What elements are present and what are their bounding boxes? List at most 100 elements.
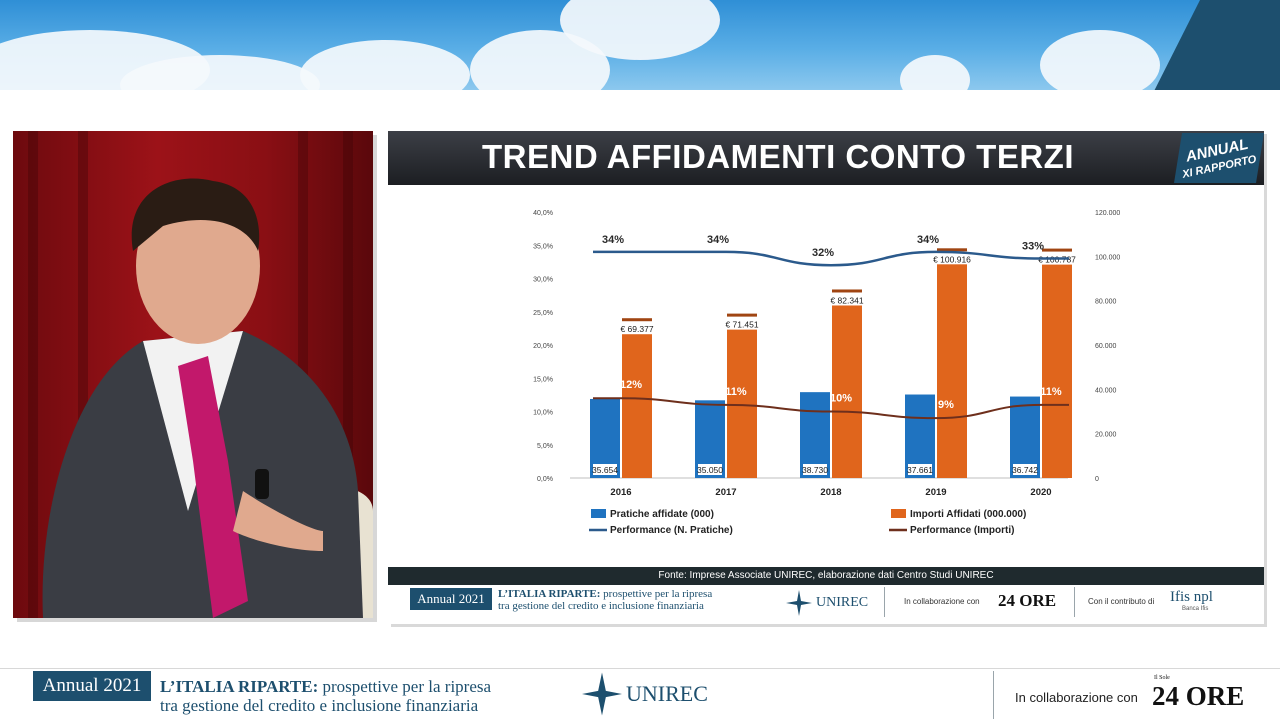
event-title-line2: tra gestione del credito e inclusione fi…: [160, 696, 479, 715]
left-axis-tick-label: 35,0%: [533, 243, 553, 250]
source-note: Fonte: Imprese Associate UNIREC, elabora…: [388, 567, 1264, 585]
slide-title: TREND AFFIDAMENTI CONTO TERZI: [482, 138, 1074, 175]
corner-decoration: [1142, 0, 1280, 115]
speaker-video: [13, 131, 373, 618]
slide-ifis-logo: Ifis npl Banca Ifis: [1170, 589, 1213, 612]
broadcast-footer: Annual 2021 L’ITALIA RIPARTE: prospettiv…: [0, 668, 1280, 720]
importi-bar-cap: [622, 318, 652, 322]
unirec-logo: UNIREC: [582, 671, 708, 717]
right-axis-tick-label: 80.000: [1095, 299, 1117, 306]
importi-label-bg: [720, 318, 764, 330]
category-label: 2017: [715, 487, 736, 498]
category-label: 2016: [610, 487, 631, 498]
left-axis-tick-label: 15,0%: [533, 376, 553, 383]
annual-badge: ANNUAL XI RAPPORTO: [1174, 133, 1264, 183]
importi-bar-cap: [1042, 248, 1072, 252]
importi-bar: [1042, 254, 1072, 478]
importi-bar-cap: [727, 313, 757, 317]
importi-value-label: € 82.341: [830, 295, 863, 305]
compass-star-icon: [582, 672, 622, 716]
importi-label-bg: [930, 253, 974, 265]
slide-event-title: L’ITALIA RIPARTE: prospettive per la rip…: [498, 588, 712, 612]
left-axis-tick-label: 25,0%: [533, 310, 553, 317]
performance-pratiche-label: 34%: [602, 234, 624, 246]
event-title-rest: prospettive per la ripresa: [318, 677, 492, 696]
pratiche-value-label: 35.050: [697, 465, 723, 475]
slide-unirec-logo: UNIREC: [786, 589, 868, 617]
left-axis-tick-label: 20,0%: [533, 343, 553, 350]
importi-label-bg: [615, 323, 659, 335]
performance-importi-line: [593, 397, 1069, 420]
collab-text: In collaborazione con: [1015, 690, 1138, 705]
slide-contrib-text: Con il contributo di: [1088, 597, 1155, 606]
event-title: L’ITALIA RIPARTE: prospettive per la rip…: [160, 677, 491, 715]
performance-importi-label: 11%: [1040, 386, 1062, 398]
slide-ifis-text: Ifis npl: [1170, 589, 1213, 605]
right-axis-tick-label: 100.000: [1095, 254, 1120, 261]
sole-24-ore-logo: Il Sole 24 ORE: [1152, 675, 1245, 712]
unirec-text: UNIREC: [626, 681, 708, 706]
compass-star-icon: [786, 590, 812, 616]
legend-label: Importi Affidati (000.000): [910, 509, 1026, 520]
legend-swatch: [891, 509, 906, 518]
performance-importi-label: 11%: [725, 386, 747, 398]
category-label: 2018: [820, 487, 841, 498]
importi-bar: [622, 324, 652, 478]
importi-bar-cap: [937, 248, 967, 252]
pratiche-value-label: 38.730: [802, 465, 828, 475]
legend-swatch: [591, 509, 606, 518]
slide-footer: Annual 2021 L’ITALIA RIPARTE: prospettiv…: [388, 585, 1264, 621]
left-axis-tick-label: 5,0%: [537, 443, 553, 450]
slide-collab-text: In collaborazione con: [904, 597, 980, 606]
performance-pratiche-label: 32%: [812, 247, 834, 259]
slide-sole-logo: 24 ORE: [998, 591, 1057, 610]
legend-label: Performance (N. Pratiche): [610, 525, 733, 536]
slide-event-title-bold: L’ITALIA RIPARTE:: [498, 588, 601, 600]
right-axis-tick-label: 0: [1095, 476, 1099, 483]
performance-pratiche-line: [593, 250, 1069, 267]
right-axis-tick-label: 60.000: [1095, 343, 1117, 350]
category-label: 2020: [1030, 487, 1051, 498]
importi-value-label: € 69.377: [620, 324, 653, 334]
sky-banner: [0, 0, 1280, 90]
slide-unirec-text: UNIREC: [816, 595, 869, 610]
slide-annual-badge: Annual 2021: [410, 588, 492, 610]
pratiche-value-label: 37.661: [907, 465, 933, 475]
sole-text: 24 ORE: [1152, 681, 1245, 711]
pratiche-value-label: 36.742: [1012, 465, 1038, 475]
performance-pratiche-label: 34%: [707, 234, 729, 246]
importi-bar: [727, 319, 757, 478]
footer-divider: [993, 671, 994, 719]
event-title-bold: L’ITALIA RIPARTE:: [160, 677, 319, 696]
presentation-slide: TREND AFFIDAMENTI CONTO TERZI ANNUAL XI …: [388, 131, 1264, 624]
left-axis-tick-label: 10,0%: [533, 410, 553, 417]
sole-small-text: Il Sole: [1154, 675, 1170, 681]
performance-pratiche-label: 34%: [917, 234, 939, 246]
left-axis-tick-label: 30,0%: [533, 277, 553, 284]
category-label: 2019: [925, 487, 946, 498]
importi-bar: [832, 295, 862, 478]
pratiche-label-bg: [698, 464, 722, 475]
pratiche-bar: [800, 392, 830, 478]
importi-label-bg: [825, 294, 869, 306]
performance-importi-label: 12%: [620, 379, 642, 391]
pratiche-label-bg: [593, 464, 617, 475]
right-axis-tick-label: 120.000: [1095, 210, 1120, 217]
right-axis-tick-label: 40.000: [1095, 387, 1117, 394]
pratiche-value-label: 35.654: [592, 465, 618, 475]
slide-event-title-line2: tra gestione del credito e inclusione fi…: [498, 600, 704, 612]
pratiche-label-bg: [908, 464, 932, 475]
slide-event-title-rest: prospettive per la ripresa: [600, 588, 713, 600]
importi-bar-cap: [832, 289, 862, 293]
importi-value-label: € 71.451: [725, 320, 758, 330]
importi-value-label: € 100.916: [933, 254, 971, 264]
importi-bar: [937, 254, 967, 478]
slide-title-bar: [388, 131, 1264, 185]
performance-importi-label: 9%: [938, 399, 954, 411]
trend-chart: 0,0% 5,0% 10,0% 15,0% 20,0% 25,0% 30,0% 35,0% 40…: [533, 210, 1120, 536]
legend-label: Performance (Importi): [910, 525, 1014, 536]
slide-footer-divider: [1074, 587, 1075, 617]
performance-importi-label: 10%: [830, 393, 852, 405]
left-axis-tick-label: 40,0%: [533, 210, 553, 217]
slide-footer-divider: [884, 587, 885, 617]
